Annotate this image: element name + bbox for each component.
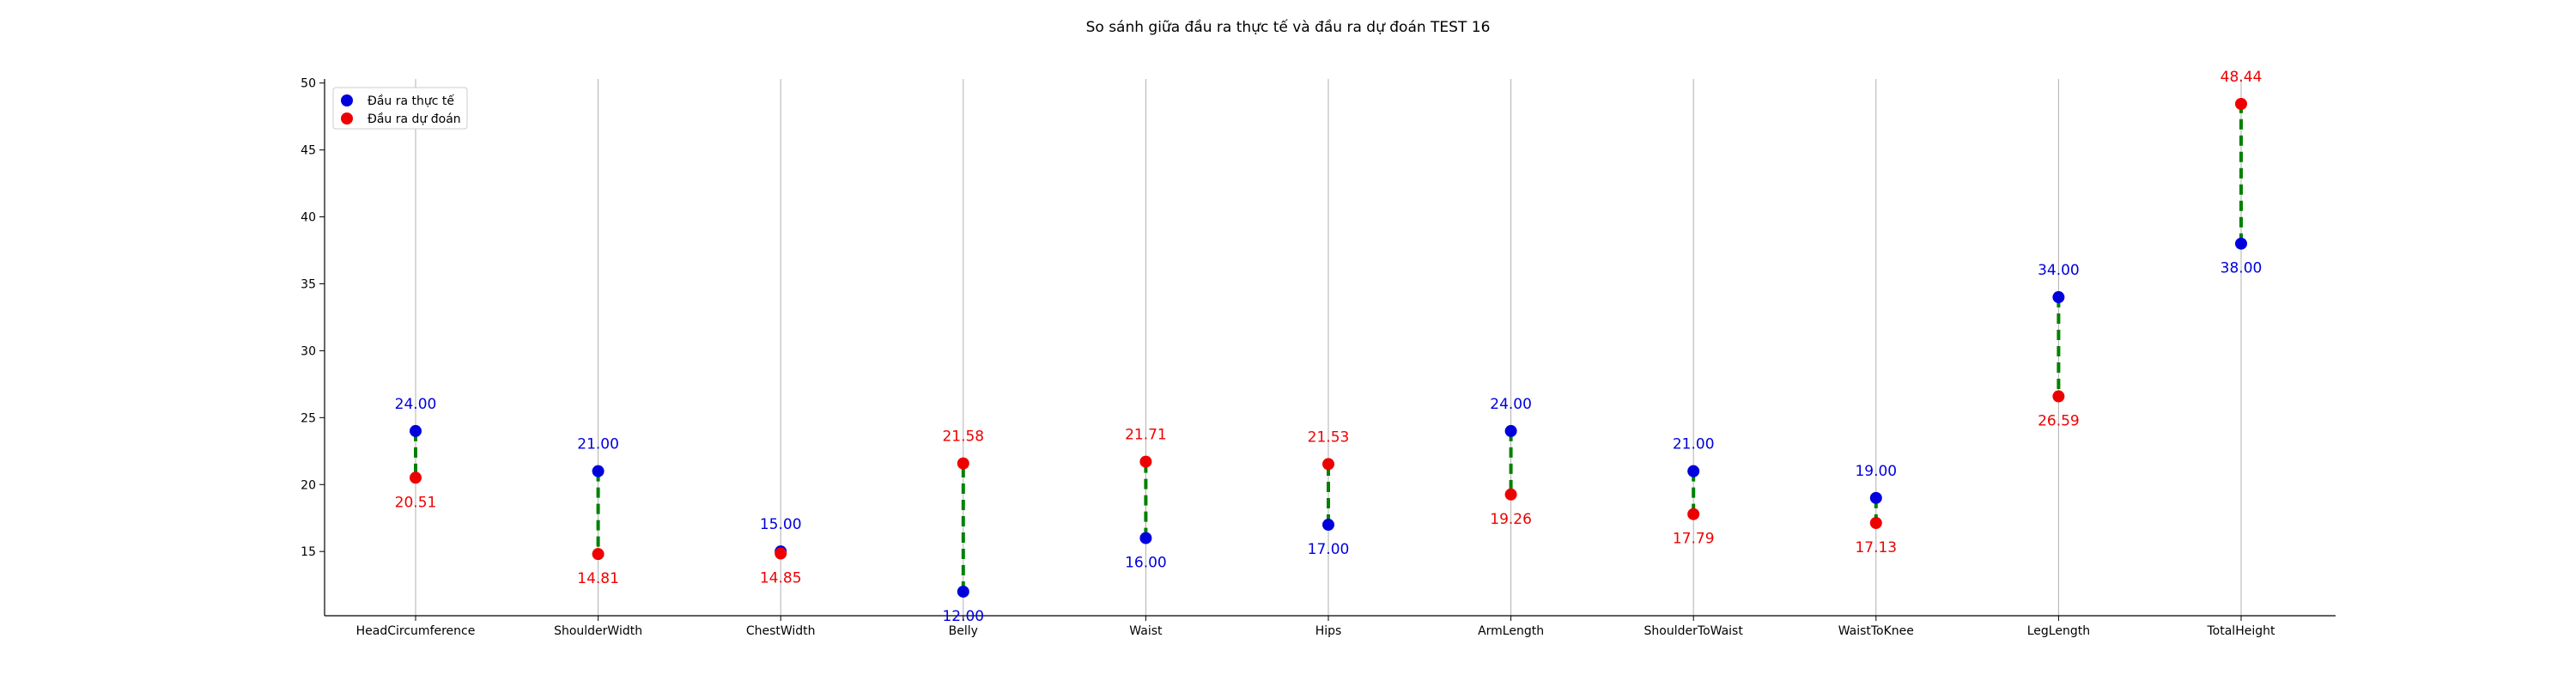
data-point (1504, 424, 1517, 437)
data-point (1687, 508, 1700, 520)
x-tick-label: ShoulderWidth (554, 624, 642, 638)
data-point (775, 547, 787, 560)
x-tick-label: HeadCircumference (356, 624, 476, 638)
data-point (2235, 97, 2247, 110)
data-label: 14.85 (760, 570, 802, 587)
data-point (2052, 390, 2065, 403)
data-label: 38.00 (2221, 260, 2263, 277)
data-point (1322, 519, 1334, 532)
data-label: 19.26 (1490, 511, 1532, 528)
x-tick-label: WaistToKnee (1838, 624, 1914, 638)
data-label: 12.00 (942, 608, 984, 625)
data-label: 14.81 (577, 570, 619, 587)
data-point (1687, 465, 1700, 477)
x-tick-label: Hips (1315, 624, 1342, 638)
data-label: 15.00 (760, 516, 802, 533)
y-tick-label: 15 (301, 545, 316, 559)
data-point (2052, 291, 2065, 304)
legend-marker (341, 112, 353, 125)
y-tick-label: 40 (301, 211, 316, 225)
y-tick-label: 30 (301, 344, 316, 358)
x-tick-label: ShoulderToWaist (1644, 624, 1744, 638)
x-tick-label: ArmLength (1478, 624, 1544, 638)
data-point (410, 424, 422, 437)
data-label: 26.59 (2038, 413, 2080, 430)
y-tick-label: 50 (301, 77, 316, 91)
data-label: 19.00 (1855, 463, 1897, 480)
data-label: 16.00 (1125, 555, 1167, 572)
data-label: 21.00 (577, 436, 619, 453)
data-point (410, 471, 422, 484)
data-point (1504, 488, 1517, 501)
data-point (592, 465, 605, 477)
data-label: 21.71 (1125, 427, 1167, 444)
data-label: 24.00 (395, 396, 437, 413)
data-point (1139, 532, 1152, 544)
x-tick-label: ChestWidth (746, 624, 816, 638)
legend-label: Đầu ra dự đoán (368, 112, 461, 126)
x-tick-label: Belly (949, 624, 978, 638)
data-label: 34.00 (2038, 262, 2080, 279)
data-label: 21.53 (1308, 429, 1350, 446)
x-tick-label: Waist (1129, 624, 1163, 638)
x-tick-label: TotalHeight (2207, 624, 2275, 638)
y-tick-label: 20 (301, 478, 316, 492)
data-label: 21.58 (942, 429, 984, 446)
x-tick-label: LegLength (2027, 624, 2090, 638)
data-point (957, 457, 969, 470)
y-tick-label: 45 (301, 144, 316, 158)
data-point (957, 585, 969, 598)
chart-title: So sánh giữa đầu ra thực tế và đầu ra dự… (1085, 19, 1491, 36)
data-label: 48.44 (2221, 69, 2263, 86)
legend-marker (341, 94, 353, 106)
data-point (2235, 237, 2247, 250)
data-point (1139, 455, 1152, 468)
data-point (592, 548, 605, 561)
data-point (1869, 516, 1882, 529)
legend-label: Đầu ra thực tế (368, 94, 454, 108)
legend-box (332, 87, 468, 130)
data-label: 17.13 (1855, 539, 1897, 556)
data-label: 21.00 (1673, 436, 1715, 453)
data-label: 17.79 (1673, 531, 1715, 548)
y-tick-label: 25 (301, 411, 316, 425)
data-label: 24.00 (1490, 396, 1532, 413)
data-label: 20.51 (395, 494, 437, 511)
data-point (1322, 458, 1334, 471)
y-tick-label: 35 (301, 277, 316, 291)
data-point (1869, 491, 1882, 504)
data-label: 17.00 (1308, 541, 1350, 558)
